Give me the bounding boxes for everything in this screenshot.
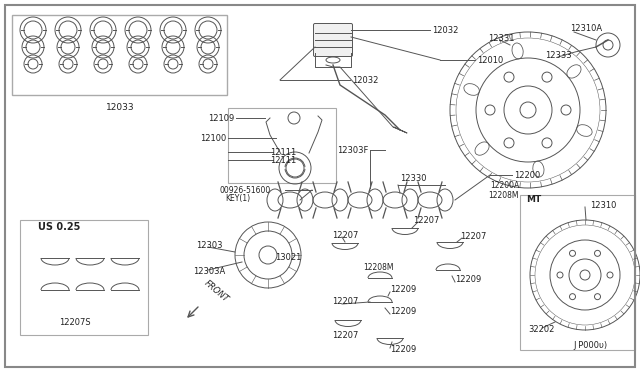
Text: 12032: 12032	[432, 26, 458, 35]
Text: 12032: 12032	[352, 76, 378, 84]
Text: 12209: 12209	[390, 285, 416, 295]
Text: 12209: 12209	[390, 308, 416, 317]
Text: 12200A: 12200A	[490, 180, 519, 189]
Text: 12208M: 12208M	[488, 190, 518, 199]
Text: 12209: 12209	[390, 346, 416, 355]
Text: 12207: 12207	[332, 231, 358, 240]
Text: 12111: 12111	[270, 148, 296, 157]
Bar	[12, 15, 227, 95]
Text: 12200: 12200	[514, 170, 540, 180]
Text: 12303A: 12303A	[193, 267, 225, 276]
Text: 12100: 12100	[200, 134, 226, 142]
Text: 12207S: 12207S	[59, 318, 91, 327]
Text: 12109: 12109	[208, 113, 234, 122]
Text: 12010: 12010	[477, 55, 503, 64]
Text: MT: MT	[526, 195, 541, 204]
Text: 12207: 12207	[413, 215, 440, 224]
Bar	[520, 195, 635, 350]
Text: 12333: 12333	[545, 51, 572, 60]
Text: 00926-51600: 00926-51600	[220, 186, 271, 195]
Bar	[20, 220, 148, 335]
Text: 12207: 12207	[332, 330, 358, 340]
Text: 12330: 12330	[400, 174, 426, 183]
Text: US 0.25: US 0.25	[38, 222, 81, 232]
Bar	[228, 108, 336, 183]
Text: 12111: 12111	[270, 155, 296, 164]
Text: 12310: 12310	[590, 201, 616, 209]
Text: 12208M: 12208M	[363, 263, 393, 273]
Text: 12207: 12207	[460, 231, 486, 241]
Text: 12209: 12209	[455, 276, 481, 285]
Text: 12207: 12207	[332, 298, 358, 307]
FancyBboxPatch shape	[314, 23, 353, 57]
Text: 13021: 13021	[275, 253, 301, 263]
Text: 32202: 32202	[528, 326, 554, 334]
Text: FRONT: FRONT	[202, 279, 230, 304]
Text: 12331: 12331	[488, 33, 515, 42]
Text: 12033: 12033	[106, 103, 134, 112]
Text: 12303: 12303	[196, 241, 223, 250]
Text: J P000υ): J P000υ)	[573, 341, 607, 350]
Text: 12310A: 12310A	[570, 23, 602, 32]
Text: KEY(1): KEY(1)	[225, 193, 250, 202]
Text: 12303F: 12303F	[337, 145, 368, 154]
